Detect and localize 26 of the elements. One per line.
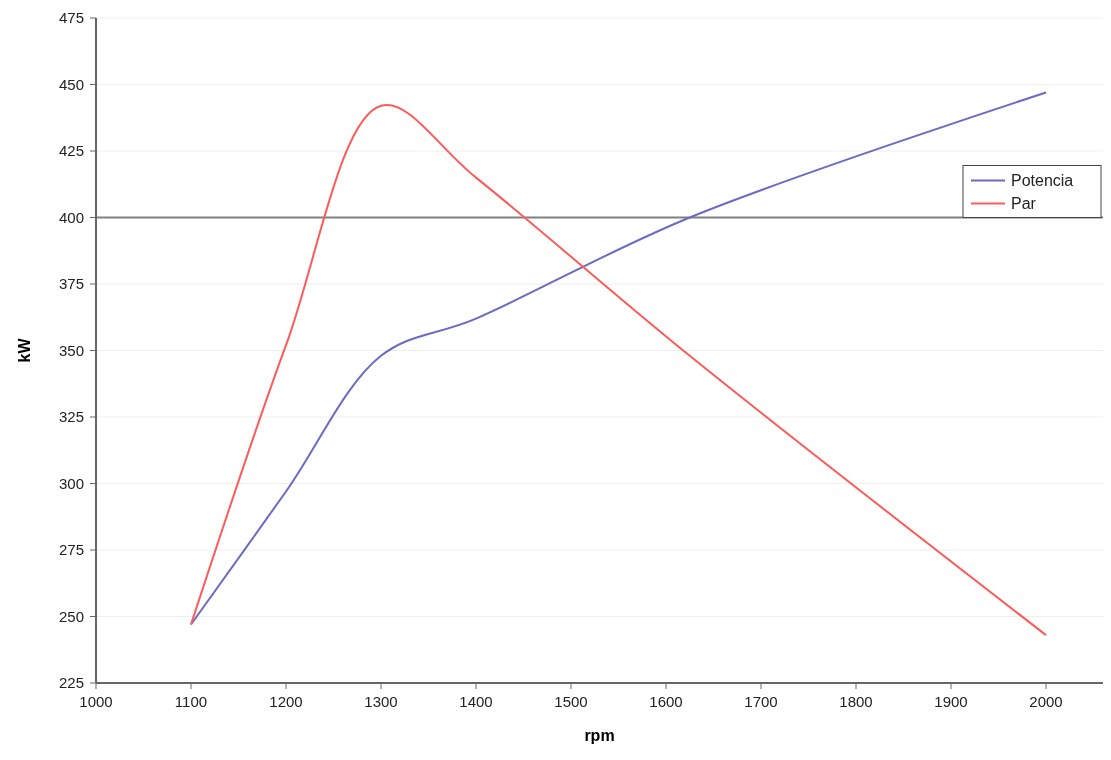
x-tick-label: 1900 [934,693,968,710]
y-axis-title: kW [16,337,33,363]
x-tick-label: 2000 [1029,693,1063,710]
y-tick-label: 450 [58,75,84,93]
x-tick-label: 1000 [79,693,113,710]
y-tick-label: 225 [58,674,84,691]
x-axis-title: rpm [584,727,615,744]
y-tick-label: 350 [58,341,84,359]
y-tick-label: 325 [58,408,84,425]
x-tick-label: 1400 [459,693,493,710]
x-tick-label: 1300 [364,693,398,710]
y-tick-label: 425 [58,142,84,159]
legend-label: Par [1011,194,1037,212]
x-tick-label: 1600 [649,693,683,710]
y-tick-label: 300 [58,474,84,492]
y-tick-label: 375 [58,275,84,292]
x-tick-label: 1200 [269,693,303,710]
x-tick-label: 1500 [554,693,588,710]
y-tick-label: 275 [58,541,84,558]
y-tick-label: 400 [58,208,84,226]
legend-label: Potencia [1011,171,1074,189]
y-tick-label: 250 [58,607,84,625]
y-tick-label: 475 [58,9,84,26]
x-tick-label: 1700 [744,693,778,710]
x-tick-label: 1100 [174,693,208,710]
x-tick-label: 1800 [839,693,873,710]
